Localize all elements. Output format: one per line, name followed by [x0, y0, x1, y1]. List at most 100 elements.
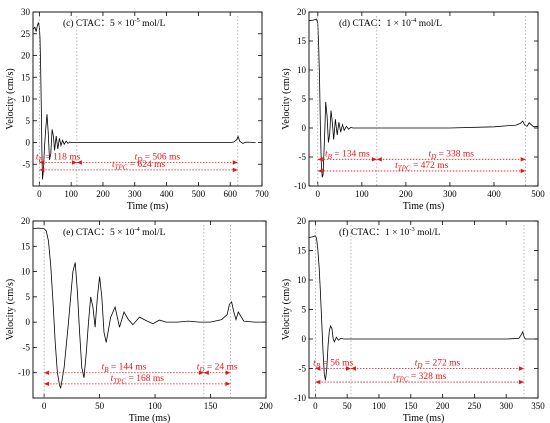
- span-arrow-right: [71, 160, 77, 165]
- y-tick-label: 10: [21, 94, 31, 104]
- y-tick-label: 5: [302, 94, 307, 104]
- y-tick-label: 5: [302, 305, 307, 315]
- span-arrow-right: [232, 160, 238, 165]
- y-tick-label: 15: [21, 72, 31, 82]
- y-tick-label: -5: [299, 152, 307, 162]
- x-tick-label: 200: [96, 189, 110, 199]
- x-axis-label: Time (ms): [403, 201, 445, 212]
- span-arrow-left: [44, 370, 50, 375]
- x-tick-label: 0: [37, 189, 42, 199]
- x-tick-label: 50: [95, 401, 105, 411]
- x-axis-label: Time (ms): [129, 413, 171, 423]
- span-label: tD = 272 ms: [415, 359, 461, 371]
- span-arrow-right: [198, 370, 204, 375]
- x-tick-label: 400: [160, 189, 174, 199]
- span-arrow-left: [317, 168, 323, 174]
- span-label: tB = 134 ms: [325, 149, 370, 161]
- x-tick-label: 600: [223, 189, 237, 199]
- span-arrow-right: [232, 167, 238, 173]
- span-arrow-left: [44, 381, 50, 387]
- y-tick-label: -5: [23, 342, 31, 352]
- x-tick-label: 100: [148, 401, 162, 411]
- span-arrow-left: [39, 160, 45, 165]
- x-tick-label: 0: [313, 401, 318, 411]
- span-label: tB = 144 ms: [102, 363, 147, 375]
- y-tick-label: 5: [26, 292, 31, 302]
- x-tick-label: 150: [204, 401, 218, 411]
- x-axis-label: Time (ms): [403, 413, 445, 423]
- y-tick-label: 20: [297, 216, 307, 226]
- span-label: tB = 56 ms: [313, 359, 353, 371]
- x-tick-label: 500: [531, 189, 545, 199]
- span-arrow-right: [371, 157, 377, 162]
- span-label: tTPC = 328 ms: [393, 372, 447, 384]
- panel-title: (e) CTAC：5 × 10-4 mol/L: [63, 226, 166, 238]
- x-tick-label: 300: [443, 189, 457, 199]
- y-tick-label: 15: [297, 246, 307, 256]
- span-arrow-right: [225, 370, 231, 375]
- y-tick-label: -10: [294, 181, 306, 191]
- span-label: tD = 506 ms: [135, 153, 181, 165]
- velocity-line: [308, 235, 538, 381]
- x-tick-label: 200: [259, 401, 273, 411]
- y-tick-label: 10: [297, 275, 307, 285]
- panel-0: 0 100 200 300 400 500 600 700 -5 0 5 10 15 20 25 30 Time…: [5, 7, 269, 212]
- span-arrow-left: [76, 160, 82, 165]
- plot-frame: [32, 220, 267, 399]
- x-tick-label: 400: [487, 189, 501, 199]
- span-arrow-left: [315, 366, 321, 371]
- y-tick-label: 25: [21, 29, 31, 39]
- velocity-line: [32, 21, 256, 180]
- panel-2: 0 50 100 150 200 -10 -5 0 5 10 15 20 Time (ms) Veloci…: [5, 216, 273, 423]
- x-tick-label: 350: [531, 401, 545, 411]
- span-arrow-right: [519, 379, 525, 385]
- y-tick-label: -10: [18, 368, 30, 378]
- span-arrow-left: [317, 157, 323, 162]
- span-arrow-right: [225, 381, 231, 387]
- span-arrow-left: [376, 157, 382, 162]
- panel-3: 0 50 100 150 200 250 300 350 -10 -5 0 5 10 15 20 Time (…: [281, 216, 545, 423]
- y-tick-label: 30: [21, 7, 31, 17]
- y-tick-label: 0: [302, 334, 307, 344]
- x-axis-label: Time (ms): [127, 201, 169, 212]
- span-arrow-left: [315, 379, 321, 385]
- x-tick-label: 150: [404, 401, 418, 411]
- span-arrow-right: [519, 366, 525, 371]
- x-tick-label: 300: [499, 401, 513, 411]
- panel-1: 0 100 200 300 400 500 -10 -5 0 5 10 15 20 Time (ms) Ve…: [281, 7, 545, 212]
- span-label: tTPC = 472 ms: [395, 161, 449, 173]
- x-tick-label: 200: [399, 189, 413, 199]
- y-tick-label: -10: [294, 393, 306, 403]
- span-label: tB = 118 ms: [36, 153, 81, 165]
- panel-title: (f) CTAC：1 × 10-3 mol/L: [339, 226, 441, 238]
- x-tick-label: 300: [128, 189, 142, 199]
- span-arrow-left: [39, 167, 45, 173]
- x-tick-label: 200: [436, 401, 450, 411]
- x-tick-label: 0: [316, 189, 321, 199]
- span-arrow-right: [345, 366, 351, 371]
- y-tick-label: 0: [302, 123, 307, 133]
- y-axis-label: Velocity (cm/s): [5, 279, 16, 340]
- y-tick-label: 10: [297, 65, 307, 75]
- y-tick-label: 15: [21, 241, 31, 251]
- y-tick-label: 15: [297, 36, 307, 46]
- y-axis-label: Velocity (cm/s): [281, 279, 292, 340]
- y-tick-label: 20: [21, 51, 31, 61]
- x-tick-label: 100: [372, 401, 386, 411]
- x-tick-label: 0: [42, 401, 47, 411]
- y-axis-label: Velocity (cm/s): [281, 68, 292, 129]
- x-tick-label: 100: [355, 189, 369, 199]
- velocity-line: [32, 227, 266, 390]
- y-tick-label: 0: [26, 138, 31, 148]
- y-axis-label: Velocity (cm/s): [5, 68, 16, 129]
- x-tick-label: 700: [255, 189, 269, 199]
- y-tick-label: -5: [299, 364, 307, 374]
- velocity-line: [308, 18, 539, 178]
- x-tick-label: 500: [192, 189, 206, 199]
- x-tick-label: 250: [468, 401, 482, 411]
- span-label: tTPC = 624 ms: [112, 160, 166, 172]
- panel-title: (d) CTAC：1 × 10-4 mol/L: [339, 17, 442, 29]
- span-label: tTPC = 168 ms: [111, 374, 165, 386]
- span-label: tD = 24 ms: [197, 363, 238, 375]
